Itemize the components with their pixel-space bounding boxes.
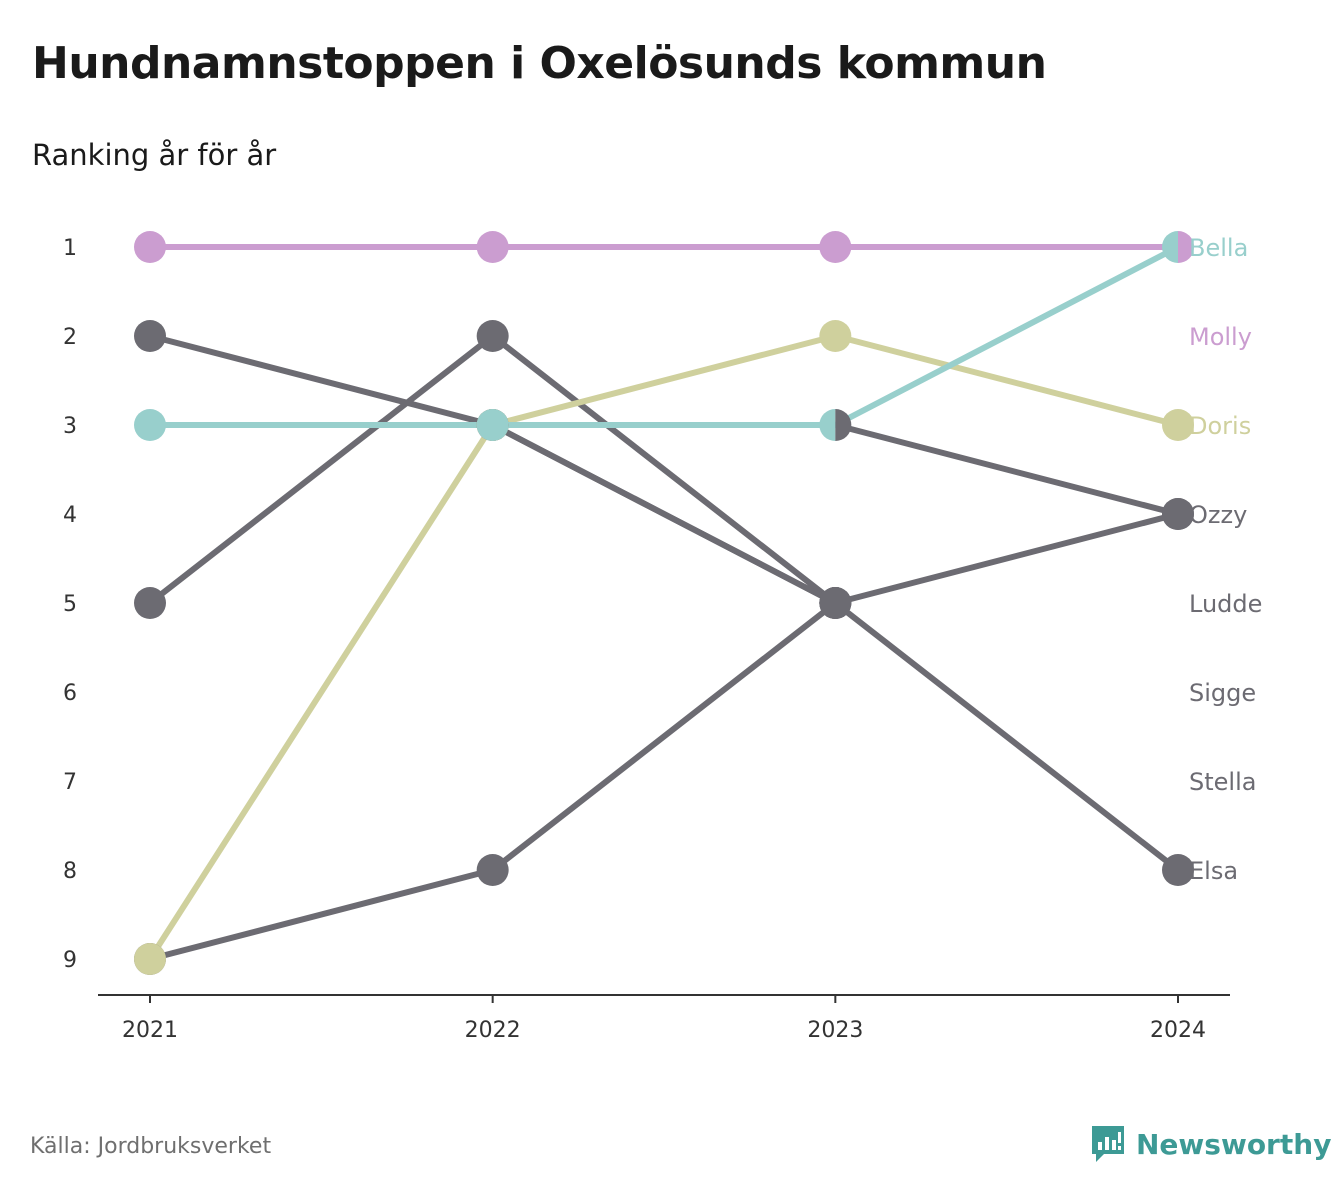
series-label-doris: Doris bbox=[1189, 412, 1251, 440]
marker-split-left-2024 bbox=[1162, 231, 1178, 263]
marker-split-left-2023 bbox=[819, 409, 836, 441]
series-label-elsa: Elsa bbox=[1189, 857, 1238, 885]
y-tick-label-5: 5 bbox=[63, 592, 77, 617]
marker-sigge-2021 bbox=[134, 320, 166, 352]
marker-elsa-2024 bbox=[1162, 854, 1194, 886]
x-tick-label-2023: 2023 bbox=[807, 1018, 863, 1043]
marker-molly-2022 bbox=[476, 231, 509, 263]
series-line-stella bbox=[489, 333, 839, 606]
series-end-labels: Bella Molly Doris Ozzy Ludde Sigge Stella Elsa bbox=[1189, 234, 1262, 885]
marker-split-right-2023 bbox=[835, 409, 852, 441]
series-label-ozzy: Ozzy bbox=[1189, 501, 1247, 529]
y-tick-label-7: 7 bbox=[63, 770, 77, 795]
marker-stella-2022 bbox=[476, 320, 509, 352]
series-line-doris bbox=[832, 333, 1181, 428]
brand-logo: Newsworthy bbox=[1090, 1124, 1331, 1164]
series-line-bella bbox=[832, 244, 1181, 428]
marker-ludde-2023 bbox=[819, 587, 852, 619]
series-line-doris bbox=[489, 333, 839, 428]
series-line-sigge bbox=[147, 333, 496, 428]
series-line-ludde bbox=[147, 867, 496, 962]
newsworthy-icon bbox=[1092, 1126, 1124, 1162]
series-line-ludde bbox=[489, 600, 839, 873]
marker-molly-2021 bbox=[134, 231, 166, 263]
series-lines bbox=[147, 244, 1181, 962]
x-tick-label-2024: 2024 bbox=[1150, 1018, 1206, 1043]
y-tick-label-4: 4 bbox=[63, 503, 77, 528]
y-tick-label-6: 6 bbox=[63, 681, 77, 706]
series-label-molly: Molly bbox=[1189, 323, 1252, 351]
y-tick-label-3: 3 bbox=[63, 414, 77, 439]
marker-bella-2021 bbox=[134, 409, 166, 441]
series-label-ludde: Ludde bbox=[1189, 590, 1262, 618]
y-tick-label-2: 2 bbox=[63, 325, 77, 350]
series-label-stella: Stella bbox=[1189, 768, 1256, 796]
marker-ozzy-2024 bbox=[1162, 498, 1194, 530]
chart-subtitle: Ranking år för år bbox=[32, 138, 277, 172]
marker-molly-2023 bbox=[819, 231, 852, 263]
marker-bella-2022 bbox=[476, 409, 509, 441]
series-line-ludde bbox=[832, 511, 1181, 606]
x-tick-label-2021: 2021 bbox=[122, 1018, 178, 1043]
marker-stella-2021 bbox=[134, 587, 166, 619]
y-tick-label-1: 1 bbox=[63, 236, 77, 261]
series-line-elsa bbox=[489, 422, 839, 606]
marker-doris-2021 bbox=[134, 943, 166, 975]
chart-title: Hundnamnstoppen i Oxelösunds kommun bbox=[32, 38, 1047, 89]
series-label-bella: Bella bbox=[1189, 234, 1248, 262]
marker-ludde-2022 bbox=[476, 854, 509, 886]
y-tick-label-8: 8 bbox=[63, 859, 77, 884]
marker-split-right-2024 bbox=[1178, 231, 1194, 263]
series-line-doris bbox=[147, 422, 496, 962]
y-axis-ticks: 1 2 3 4 5 6 7 8 9 bbox=[63, 236, 77, 973]
series-label-sigge: Sigge bbox=[1189, 679, 1256, 707]
x-tick-label-2022: 2022 bbox=[465, 1018, 521, 1043]
x-axis: 2021 2022 2023 2024 bbox=[98, 994, 1230, 1043]
series-line-stella bbox=[147, 333, 496, 606]
marker-doris-2024 bbox=[1162, 409, 1194, 441]
series-markers bbox=[134, 231, 1194, 975]
series-line-ozzy bbox=[832, 422, 1181, 517]
series-line-elsa bbox=[832, 600, 1181, 873]
marker-doris-2023 bbox=[819, 320, 852, 352]
source-note: Källa: Jordbruksverket bbox=[30, 1134, 272, 1159]
y-tick-label-9: 9 bbox=[63, 948, 77, 973]
brand-name: Newsworthy bbox=[1136, 1127, 1332, 1161]
